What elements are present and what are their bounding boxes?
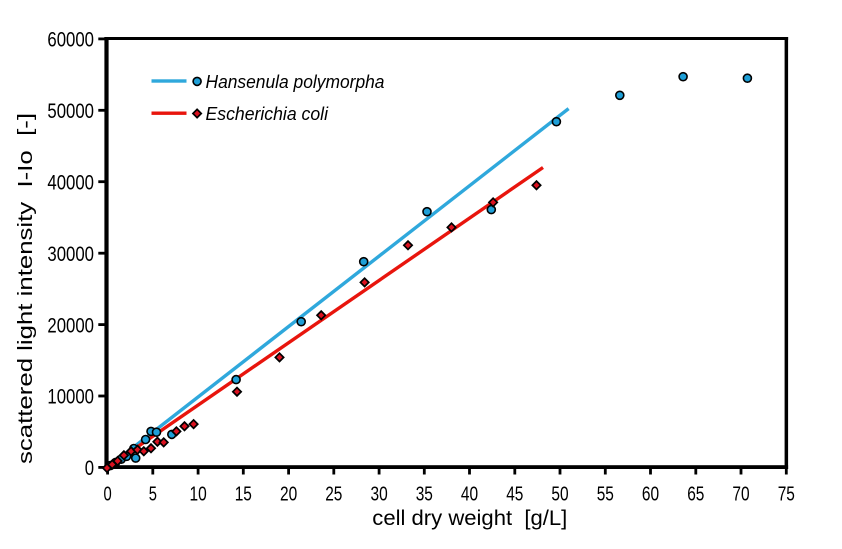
svg-text:30: 30 bbox=[371, 484, 388, 506]
svg-text:45: 45 bbox=[506, 484, 523, 506]
svg-text:25: 25 bbox=[325, 484, 342, 506]
svg-text:10: 10 bbox=[190, 484, 207, 506]
svg-text:cell dry weight [g/L]: cell dry weight [g/L] bbox=[372, 507, 567, 530]
svg-text:40: 40 bbox=[461, 484, 478, 506]
svg-text:70: 70 bbox=[732, 484, 749, 506]
svg-text:15: 15 bbox=[235, 484, 252, 506]
svg-text:75: 75 bbox=[778, 484, 795, 506]
svg-text:Escherichia coli: Escherichia coli bbox=[206, 104, 329, 124]
svg-text:0: 0 bbox=[104, 484, 112, 506]
svg-text:5: 5 bbox=[149, 484, 157, 506]
svg-text:40000: 40000 bbox=[47, 170, 94, 194]
svg-text:0: 0 bbox=[85, 456, 94, 480]
svg-text:20000: 20000 bbox=[47, 313, 94, 337]
svg-text:60000: 60000 bbox=[47, 28, 94, 52]
svg-text:35: 35 bbox=[416, 484, 433, 506]
svg-text:scattered light intensity I-I: scattered light intensity I-Io [-] bbox=[14, 113, 37, 464]
svg-text:60: 60 bbox=[642, 484, 659, 506]
svg-text:55: 55 bbox=[597, 484, 614, 506]
svg-text:50000: 50000 bbox=[47, 99, 94, 123]
svg-text:30000: 30000 bbox=[47, 242, 94, 266]
svg-text:65: 65 bbox=[687, 484, 704, 506]
svg-text:10000: 10000 bbox=[47, 385, 94, 409]
svg-text:Hansenula polymorpha: Hansenula polymorpha bbox=[206, 72, 385, 92]
svg-text:20: 20 bbox=[280, 484, 297, 506]
svg-text:50: 50 bbox=[551, 484, 568, 506]
